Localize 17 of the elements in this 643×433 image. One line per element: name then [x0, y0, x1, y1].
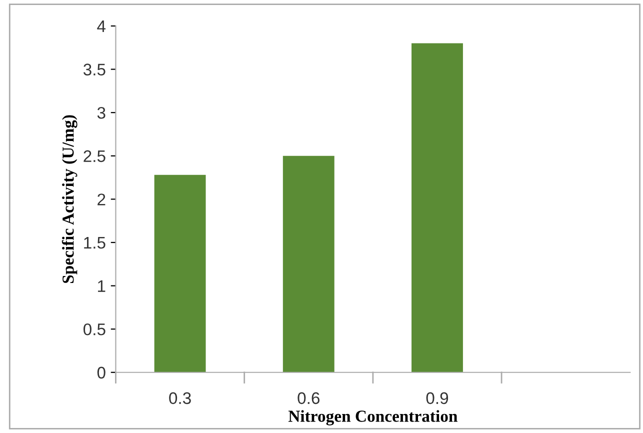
- x-tick-label: 0.6: [298, 392, 320, 404]
- y-tick-label: 2.5: [84, 150, 106, 162]
- x-axis-title: Nitrogen Concentration: [288, 410, 458, 426]
- y-tick-label: 2: [98, 194, 106, 206]
- x-tick-label: 0.9: [426, 392, 448, 404]
- y-tick-label: 1: [98, 280, 106, 292]
- y-tick-label: 3.5: [83, 64, 106, 76]
- bar: [154, 174, 206, 372]
- y-tick-label: 3: [97, 106, 106, 119]
- y-tick-label: 0: [97, 366, 106, 379]
- y-axis-title: Specific Activity (U/mg): [62, 115, 78, 283]
- bar: [282, 156, 334, 372]
- y-tick-label: 0.5: [84, 323, 106, 336]
- y-tick-label: 1.5: [84, 237, 106, 249]
- y-tick-label: 4: [97, 20, 106, 32]
- x-tick-label: 0.3: [169, 392, 191, 404]
- bar: [412, 43, 463, 372]
